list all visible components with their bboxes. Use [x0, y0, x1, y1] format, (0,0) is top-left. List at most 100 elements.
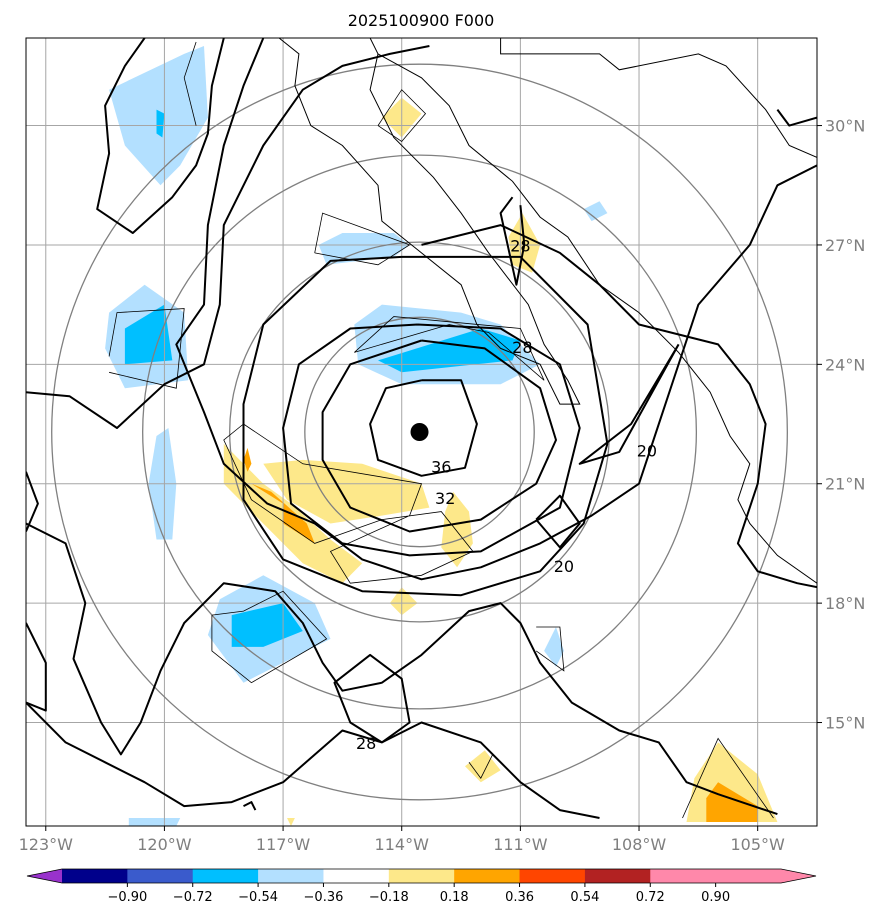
contour-label: 36: [431, 457, 451, 476]
colorbar-tick-label: −0.72: [173, 890, 213, 905]
shaded-region: [544, 627, 564, 667]
thick-contour: [369, 379, 478, 477]
colorbar-segment: [715, 869, 782, 883]
shaded-region: [465, 750, 501, 783]
thin-contour: [682, 737, 774, 819]
shaded-region: [706, 782, 758, 822]
colorbar-tick-label: 0.90: [701, 890, 730, 905]
thick-contour: [243, 801, 257, 811]
thick-contour: [26, 45, 430, 429]
colorbar-segment: [388, 869, 455, 883]
range-ring: [142, 154, 698, 710]
contour-label: 20: [637, 441, 657, 460]
colorbar-segment: [650, 869, 717, 883]
contour-labels: 36 32 28 28 20 20 28: [356, 236, 657, 752]
colorbar-segment: [62, 869, 128, 883]
colorbar-extend-low: [27, 869, 62, 883]
range-ring: [51, 63, 788, 801]
colorbar-segment: [519, 869, 586, 883]
x-tick-label: 108°W: [612, 835, 667, 854]
map-frame: [25, 37, 818, 827]
colorbar-tick-label: −0.18: [369, 890, 409, 905]
shaded-region: [263, 459, 430, 524]
x-tick-label: 117°W: [256, 835, 311, 854]
thick-contour: [175, 38, 817, 581]
y-tick-label: 21°N: [825, 475, 865, 494]
thin-contour: [468, 754, 494, 779]
coastline: [500, 38, 817, 158]
colorbar-tick-label: −0.54: [238, 890, 278, 905]
coastlines: [278, 38, 817, 584]
range-ring: [304, 316, 535, 548]
colorbar-segment: [258, 869, 324, 883]
x-axis-ticks: 123°W 120°W 117°W 114°W 111°W 108°W 105°W: [19, 826, 785, 854]
colorbar-tick-label: 0.72: [636, 890, 665, 905]
shaded-region: [128, 818, 181, 826]
thick-contour: [535, 494, 581, 549]
shaded-region: [243, 447, 252, 472]
shaded-region: [231, 603, 303, 647]
y-tick-label: 24°N: [825, 355, 865, 374]
thick-contour: [242, 255, 609, 597]
y-tick-label: 15°N: [825, 714, 865, 733]
thick-contour: [499, 196, 526, 286]
colorbar-tick-label: 0.36: [505, 890, 534, 905]
x-tick-label: 105°W: [730, 835, 785, 854]
shaded-region: [441, 491, 473, 568]
colorbar-segment: [584, 869, 651, 883]
thick-contour: [333, 653, 411, 744]
coastline: [278, 38, 581, 405]
thick-contour: [776, 109, 817, 127]
colorbar-segment: [192, 869, 259, 883]
colorbar-tick-label: −0.36: [304, 890, 344, 905]
x-tick-label: 120°W: [137, 835, 192, 854]
thick-contour: [26, 522, 778, 816]
colorbar-tick-label: −0.90: [107, 890, 147, 905]
colorbar-tick-label: 0.54: [570, 890, 599, 905]
y-tick-label: 27°N: [825, 236, 865, 255]
shaded-region: [287, 818, 295, 826]
thick-contours: [26, 38, 817, 819]
thick-contour: [321, 339, 557, 533]
range-ring: [229, 241, 611, 623]
graticule: [26, 38, 817, 826]
thick-contour: [26, 622, 47, 712]
thin-contour: [535, 626, 565, 672]
thin-contours: [108, 41, 774, 819]
y-tick-label: 30°N: [825, 117, 865, 136]
shaded-region: [251, 483, 315, 544]
chart-title: 2025100900 F000: [348, 11, 495, 30]
shaded-region: [583, 201, 608, 222]
x-tick-label: 123°W: [19, 835, 74, 854]
range-rings: [51, 63, 788, 801]
thin-contour: [377, 89, 427, 143]
colorbar-segment: [454, 869, 521, 883]
x-tick-label: 114°W: [375, 835, 430, 854]
shaded-region: [156, 109, 165, 138]
map-plot-area: 36 32 28 28 20 20 28: [26, 38, 817, 826]
contour-label: 32: [435, 489, 455, 508]
thin-contour: [354, 316, 545, 381]
thick-contour: [96, 38, 225, 234]
thick-contour: [282, 323, 581, 557]
storm-center-marker: [410, 423, 429, 441]
thin-contour: [108, 308, 185, 389]
colorbar-outline: [26, 868, 817, 884]
shaded-region: [389, 587, 418, 616]
colorbar-segment: [127, 869, 194, 883]
thick-contour: [578, 343, 680, 465]
thin-contour: [183, 41, 197, 126]
shaded-region: [124, 304, 173, 365]
x-tick-label: 111°W: [493, 835, 548, 854]
colorbar-segment: [323, 869, 390, 883]
thick-contour: [421, 224, 817, 589]
thick-contour: [26, 701, 600, 819]
contour-label: 28: [356, 734, 376, 753]
thin-contour: [223, 423, 474, 584]
colorbar-extend-high: [781, 869, 816, 883]
shaded-region: [378, 328, 521, 373]
colorbar: −0.90 −0.72 −0.54 −0.36 −0.18 0.18 0.36 0.54 0.7…: [26, 868, 817, 905]
y-axis-ticks: 15°N 18°N 21°N 24°N 27°N 30°N: [817, 117, 865, 733]
thin-contour: [314, 212, 411, 266]
